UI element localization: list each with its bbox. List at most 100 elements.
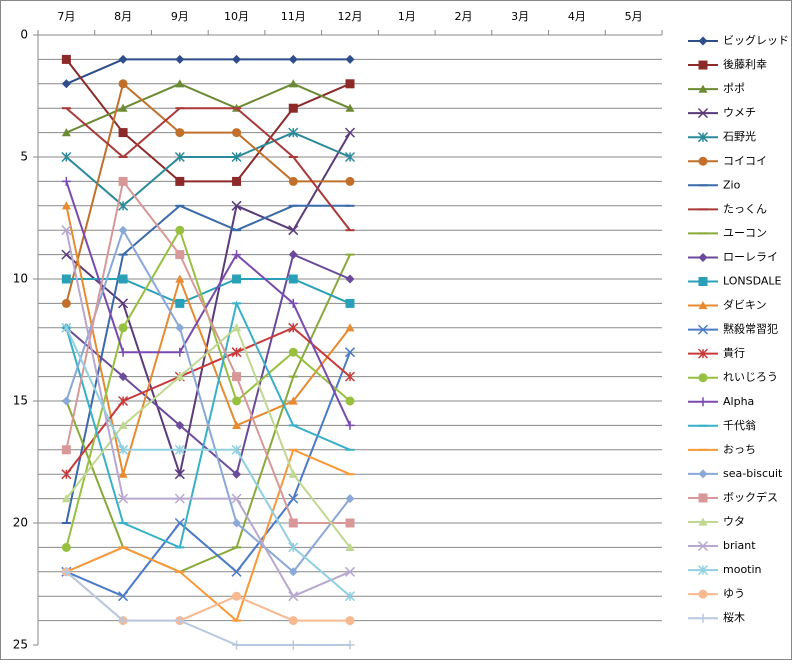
point: [288, 250, 298, 260]
series-line: [65, 227, 351, 574]
point: [232, 372, 242, 382]
point: [175, 616, 185, 626]
point: [231, 566, 242, 577]
series: [61, 54, 355, 89]
point: [288, 396, 298, 405]
point: [61, 274, 71, 284]
x-tick-label: 2月: [454, 10, 472, 23]
point: [118, 469, 128, 478]
series-line: [65, 179, 350, 524]
point: [344, 127, 356, 138]
legend-marker: [697, 348, 709, 359]
point: [345, 79, 355, 89]
point: [61, 54, 71, 64]
x-tick-label: 8月: [114, 10, 132, 23]
series: [61, 567, 355, 650]
point: [288, 616, 298, 626]
y-tick-label: 10: [13, 272, 28, 286]
legend-label: 千代翁: [723, 418, 756, 432]
point: [175, 372, 185, 381]
y-tick-label: 20: [13, 516, 28, 530]
series: [61, 347, 356, 602]
point: [288, 493, 299, 504]
point: [288, 298, 298, 308]
legend-label: ゆう: [723, 587, 745, 600]
point: [118, 54, 128, 64]
point: [61, 542, 71, 552]
legend-label: ポポ: [723, 82, 745, 95]
legend-label: コイコイ: [723, 154, 767, 167]
series: [61, 176, 355, 528]
point: [231, 151, 242, 163]
legend-label: ローレライ: [723, 250, 778, 263]
point: [118, 225, 128, 235]
y-tick-label: 25: [13, 638, 28, 652]
point: [174, 444, 185, 455]
point: [232, 176, 242, 186]
x-tick-label: 3月: [511, 10, 529, 23]
series-line: [65, 254, 351, 573]
legend-label: 桜木: [723, 610, 745, 624]
legend-label: ウタ: [723, 515, 745, 528]
point: [344, 347, 356, 358]
point: [345, 176, 355, 186]
point: [231, 200, 242, 211]
series-line: [65, 351, 351, 598]
point: [345, 274, 355, 284]
point: [61, 469, 72, 480]
legend-marker: [698, 84, 708, 93]
legend-marker: [698, 469, 708, 479]
point: [175, 323, 185, 333]
legend-marker: [698, 589, 708, 599]
point: [118, 128, 128, 138]
point: [288, 347, 298, 357]
point: [174, 517, 185, 529]
point: [232, 469, 242, 479]
point: [232, 54, 242, 64]
point: [288, 640, 298, 650]
point: [61, 396, 71, 406]
legend-marker: [698, 60, 708, 70]
x-tick-label: 11月: [281, 10, 306, 23]
x-tick-label: 12月: [338, 10, 363, 23]
legend-label: ダビキン: [723, 298, 767, 312]
x-tick-label: 7月: [57, 10, 75, 23]
point: [61, 322, 72, 333]
point: [288, 542, 299, 553]
legend-label: おっち: [723, 443, 756, 456]
y-tick-label: 0: [20, 28, 28, 42]
series: [61, 79, 355, 308]
legend-marker: [698, 252, 708, 262]
point: [118, 444, 129, 455]
point: [118, 274, 128, 284]
legend-label: ウメチ: [723, 106, 756, 119]
point: [118, 616, 128, 626]
legend-marker: [698, 517, 708, 526]
point: [61, 79, 71, 89]
point: [61, 494, 71, 503]
series-line: [65, 204, 350, 524]
point: [61, 225, 72, 236]
legend-label: れいじろう: [723, 371, 778, 384]
series-line: [65, 571, 350, 646]
x-tick-label: 1月: [398, 10, 416, 23]
point: [344, 566, 356, 577]
legend-label: sea-biscuit: [723, 467, 783, 480]
legend-label: ビッグレッド: [723, 33, 789, 47]
point: [118, 395, 129, 407]
point: [61, 298, 71, 308]
point: [345, 323, 355, 332]
point: [231, 444, 242, 455]
point: [345, 494, 355, 504]
point: [232, 396, 242, 406]
legend-marker: [697, 541, 709, 552]
legend-label: ユーコン: [723, 226, 767, 239]
x-tick-label: 5月: [625, 10, 643, 23]
legend-label: 貴行: [723, 346, 745, 360]
x-tick-label: 4月: [568, 10, 586, 23]
series: [61, 204, 355, 524]
series: [61, 323, 355, 551]
series: [61, 225, 356, 602]
point: [175, 176, 185, 186]
